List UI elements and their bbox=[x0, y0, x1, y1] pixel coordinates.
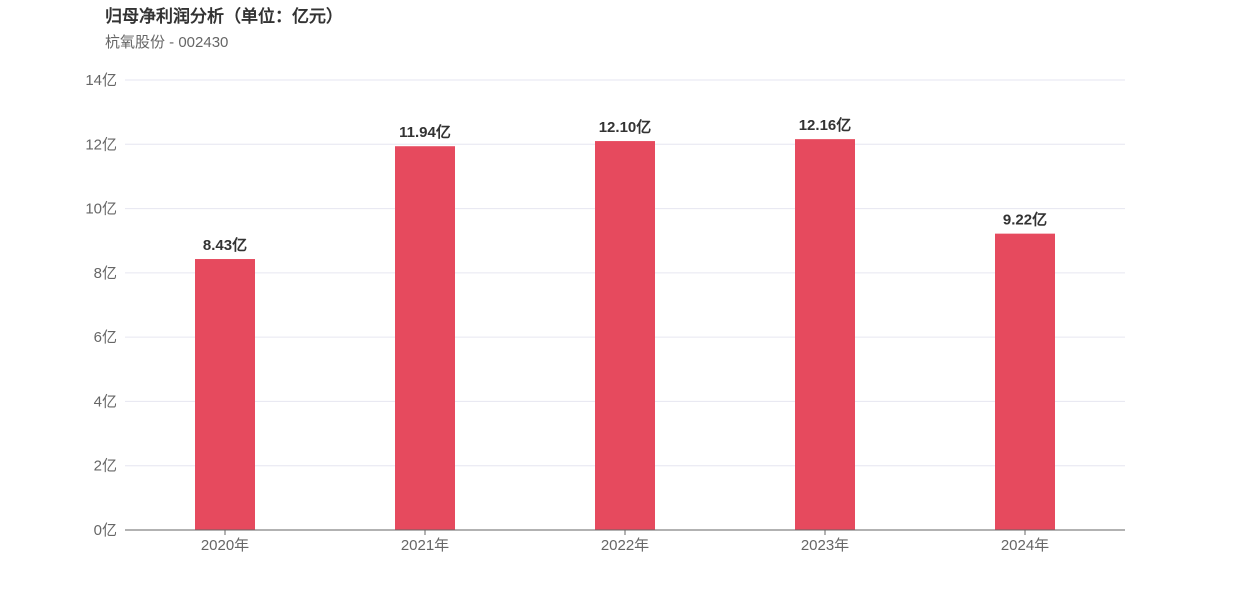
y-tick-label: 14亿 bbox=[85, 72, 117, 89]
bar[interactable] bbox=[795, 139, 855, 530]
y-tick-label: 12亿 bbox=[85, 136, 117, 153]
data-labels: 8.43亿 11.94亿 12.10亿 12.16亿 9.22亿 bbox=[203, 116, 1047, 254]
data-label: 8.43亿 bbox=[203, 236, 247, 254]
y-tick-label: 2亿 bbox=[94, 458, 117, 475]
y-tick-label: 8亿 bbox=[94, 265, 117, 282]
y-tick-label: 10亿 bbox=[85, 201, 117, 218]
y-tick-label: 0亿 bbox=[94, 522, 117, 539]
bar[interactable] bbox=[395, 146, 455, 530]
x-tick-label: 2020年 bbox=[201, 537, 249, 554]
x-tick-label: 2024年 bbox=[1001, 537, 1049, 554]
y-tick-label: 6亿 bbox=[94, 329, 117, 346]
data-label: 12.16亿 bbox=[799, 116, 852, 134]
chart-subtitle: 杭氧股份 - 002430 bbox=[105, 34, 229, 51]
bar[interactable] bbox=[195, 259, 255, 530]
x-tick-label: 2023年 bbox=[801, 537, 849, 554]
bars bbox=[195, 139, 1055, 531]
bar[interactable] bbox=[595, 141, 655, 531]
bar[interactable] bbox=[995, 233, 1055, 530]
x-tick-label: 2022年 bbox=[601, 537, 649, 554]
x-axis: 2020年 2021年 2022年 2023年 2024年 bbox=[125, 529, 1125, 554]
y-axis: 0亿 2亿 4亿 6亿 8亿 10亿 12亿 14亿 bbox=[85, 72, 117, 539]
y-tick-label: 4亿 bbox=[94, 393, 117, 410]
chart-title: 归母净利润分析（单位：亿元） bbox=[105, 7, 343, 26]
data-label: 9.22亿 bbox=[1003, 211, 1047, 229]
data-label: 11.94亿 bbox=[399, 123, 451, 141]
x-tick-label: 2021年 bbox=[401, 537, 449, 554]
data-label: 12.10亿 bbox=[599, 118, 652, 136]
